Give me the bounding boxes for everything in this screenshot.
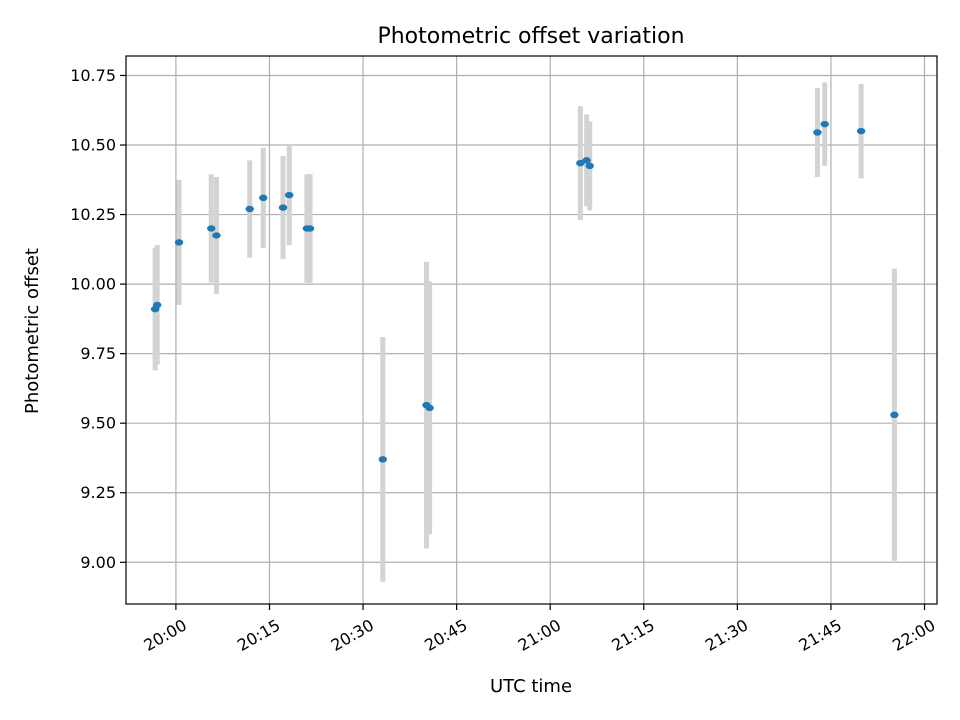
y-tick-label: 10.00 — [70, 275, 116, 294]
data-point — [890, 411, 899, 419]
y-axis-ticks: 9.00 9.25 9.50 9.75 10.00 10.25 10.50 10.75 — [70, 66, 126, 572]
data-point — [285, 191, 294, 199]
data-point — [207, 225, 216, 232]
y-tick-label: 10.25 — [70, 205, 116, 224]
data-points — [150, 120, 899, 463]
data-point — [152, 301, 162, 309]
x-tick-label: 21:45 — [796, 615, 845, 655]
data-point — [378, 456, 388, 463]
data-point — [278, 204, 288, 211]
data-point — [576, 159, 585, 167]
grid-lines — [126, 56, 937, 604]
x-axis-ticks: 20:00 20:15 20:30 20:45 21:00 21:15 21:30 21:45… — [140, 604, 939, 655]
data-point — [305, 225, 315, 232]
x-tick-label: 21:15 — [608, 615, 657, 655]
data-point — [245, 205, 254, 213]
x-tick-label: 22:00 — [889, 615, 938, 655]
data-point — [582, 157, 591, 164]
data-point — [174, 239, 184, 246]
x-tick-label: 21:30 — [702, 615, 751, 655]
y-tick-label: 10.50 — [70, 136, 116, 155]
y-tick-label: 9.50 — [80, 414, 116, 433]
y-tick-label: 10.75 — [70, 66, 116, 85]
error-bars — [152, 82, 897, 582]
data-point — [585, 162, 594, 170]
x-axis-label: UTC time — [490, 676, 572, 697]
x-tick-label: 20:00 — [140, 615, 189, 655]
data-point — [856, 127, 866, 135]
data-point — [259, 194, 268, 202]
data-point — [212, 232, 221, 239]
chart-title: Photometric offset variation — [377, 24, 684, 49]
data-point — [820, 120, 829, 128]
data-point — [813, 129, 822, 136]
data-point — [425, 404, 434, 412]
y-tick-label: 9.00 — [80, 553, 116, 572]
plot-frame — [125, 55, 938, 605]
y-tick-label: 9.25 — [80, 483, 116, 502]
y-tick-label: 9.75 — [80, 344, 116, 363]
x-tick-label: 20:30 — [328, 615, 377, 655]
x-tick-label: 20:15 — [234, 615, 283, 655]
x-tick-label: 20:45 — [421, 615, 470, 655]
y-axis-label: Photometric offset — [22, 248, 43, 414]
x-tick-label: 21:00 — [515, 615, 564, 655]
